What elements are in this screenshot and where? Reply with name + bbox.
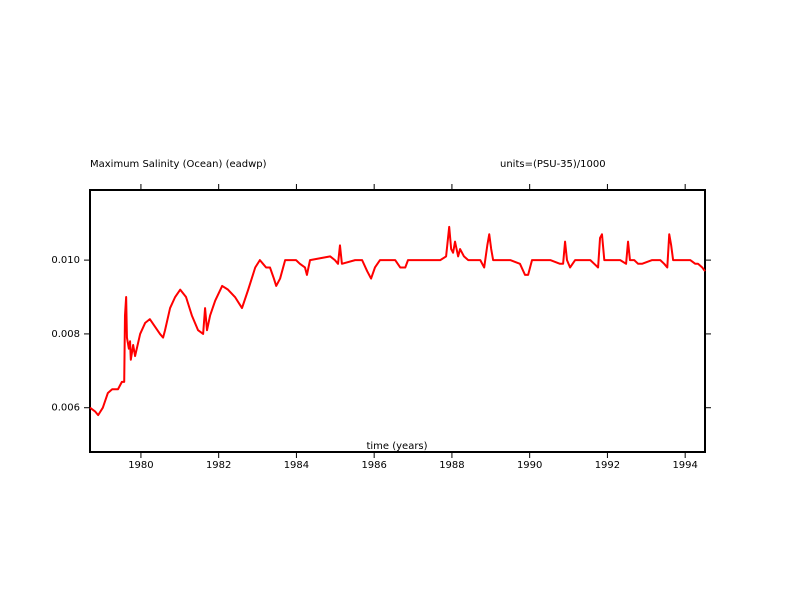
plot-frame: [89, 189, 706, 453]
y-tick-label: 0.010: [51, 255, 80, 266]
x-tick-label: 1986: [361, 460, 386, 471]
x-tick-label: 1988: [439, 460, 464, 471]
x-tick-label: 1980: [128, 460, 153, 471]
x-tick-label: 1992: [595, 460, 620, 471]
y-tick-label: 0.008: [51, 329, 80, 340]
x-tick-label: 1984: [284, 460, 309, 471]
x-tick-label: 1982: [206, 460, 231, 471]
units-label: units=(PSU-35)/1000: [500, 159, 606, 170]
chart-title: Maximum Salinity (Ocean) (eadwp): [90, 159, 267, 170]
x-tick-label: 1994: [672, 460, 697, 471]
x-axis-label: time (years): [366, 441, 427, 452]
x-tick-label: 1990: [517, 460, 542, 471]
data-line: [89, 225, 706, 417]
y-tick-label: 0.006: [51, 403, 80, 414]
